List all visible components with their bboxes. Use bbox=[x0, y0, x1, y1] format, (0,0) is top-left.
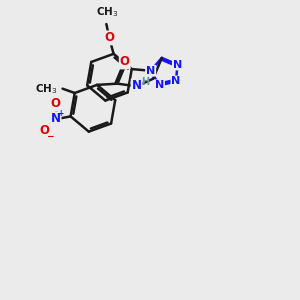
Text: +: + bbox=[58, 109, 64, 118]
Text: −: − bbox=[46, 132, 53, 141]
Text: O: O bbox=[120, 56, 130, 68]
Text: N: N bbox=[171, 76, 181, 86]
Text: N: N bbox=[146, 66, 155, 76]
Text: N: N bbox=[155, 80, 164, 90]
Text: CH$_3$: CH$_3$ bbox=[96, 5, 118, 19]
Text: N: N bbox=[51, 112, 61, 125]
Text: N: N bbox=[132, 80, 142, 92]
Text: O: O bbox=[40, 124, 50, 137]
Text: CH$_3$: CH$_3$ bbox=[35, 82, 58, 96]
Text: O: O bbox=[104, 32, 114, 44]
Text: H: H bbox=[141, 77, 149, 88]
Text: N: N bbox=[173, 59, 182, 70]
Text: O: O bbox=[51, 97, 61, 110]
